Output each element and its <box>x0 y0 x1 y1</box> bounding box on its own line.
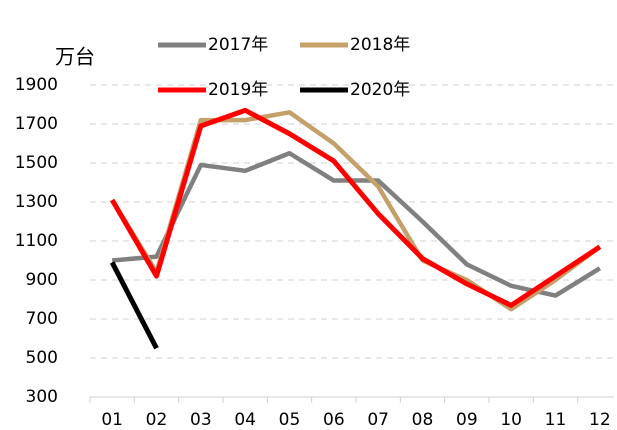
x-tick-label: 03 <box>190 410 212 430</box>
legend-label: 2017年 <box>208 35 268 55</box>
x-tick-label: 06 <box>323 410 345 430</box>
x-tick-label: 02 <box>146 410 168 430</box>
x-tick-label: 07 <box>367 410 389 430</box>
y-tick-label: 1300 <box>15 192 58 212</box>
x-tick-label: 05 <box>279 410 301 430</box>
x-tick-label: 09 <box>456 410 478 430</box>
legend-label: 2020年 <box>350 80 410 100</box>
x-tick-label: 04 <box>234 410 256 430</box>
series-line <box>109 261 159 350</box>
y-tick-label: 1500 <box>15 153 58 173</box>
series-line <box>111 151 602 298</box>
y-tick-label: 700 <box>26 309 58 329</box>
legend-label: 2019年 <box>208 80 268 100</box>
x-tick-label: 01 <box>101 410 123 430</box>
y-tick-label: 1100 <box>15 231 58 251</box>
y-tick-label: 300 <box>26 387 58 407</box>
y-tick-label: 500 <box>26 348 58 368</box>
x-tick-label: 12 <box>589 410 611 430</box>
legend-label: 2018年 <box>350 35 410 55</box>
y-axis-unit: 万台 <box>55 45 95 69</box>
y-tick-label: 1700 <box>15 114 58 134</box>
x-tick-label: 08 <box>412 410 434 430</box>
series-line <box>110 107 602 308</box>
x-tick-label: 11 <box>545 410 567 430</box>
y-tick-label: 1900 <box>15 75 58 95</box>
y-tick-label: 900 <box>26 270 58 290</box>
x-tick-label: 10 <box>500 410 522 430</box>
